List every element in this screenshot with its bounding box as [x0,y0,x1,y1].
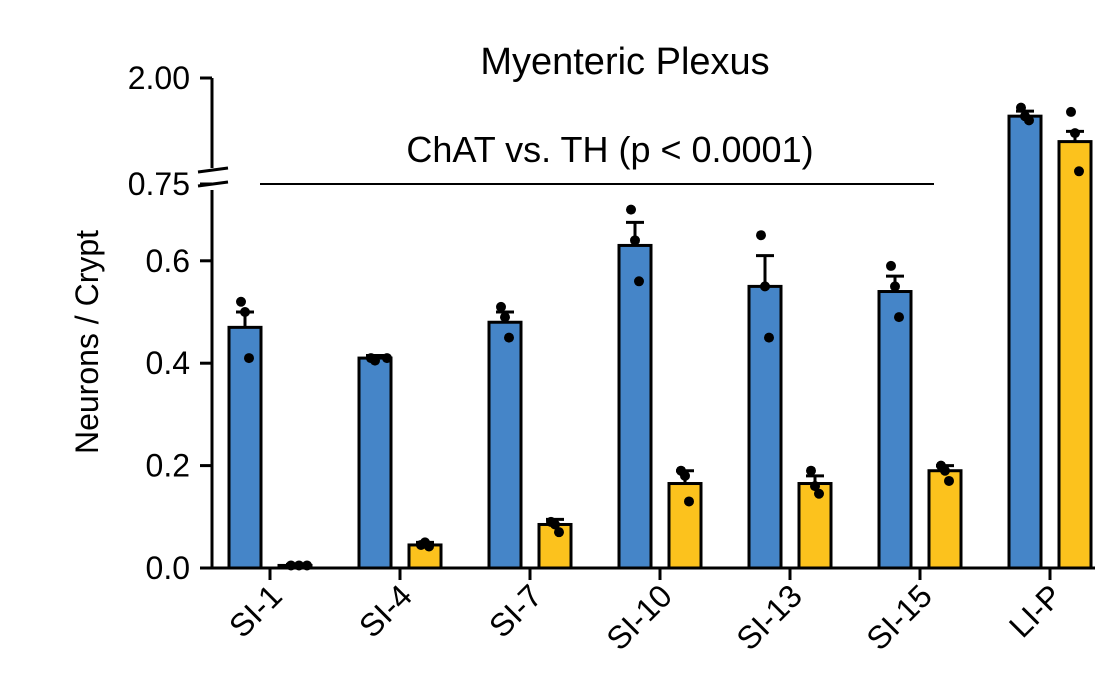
data-point [496,301,506,312]
data-point [680,470,690,481]
chart-marks: 0.0 0.2 0.4 0.6 0.75 2.00 SI-1 SI-4 SI-7 SI-10 SI-… [128,60,1095,657]
bar-chat [227,325,263,570]
data-point [500,312,510,323]
data-point [760,281,770,292]
y-tick-label: 0.0 [146,550,190,586]
data-point [554,527,564,538]
bar-chat [1007,114,1043,570]
y-tick-label: 0.4 [146,345,190,381]
data-point [940,465,950,476]
data-point [370,355,380,366]
bar-chat [877,290,913,570]
x-tick-label: LI-P [1002,577,1069,644]
y-tick-label: 0.6 [146,243,190,279]
data-point [630,235,640,246]
data-point [1024,115,1034,126]
data-point [684,496,694,507]
data-point [1016,102,1026,113]
data-point [634,276,644,287]
x-tick-label: SI-10 [599,577,679,657]
data-point [302,560,312,571]
data-point [294,560,304,571]
bar-chat [747,284,783,570]
data-point [810,481,820,492]
axis-break-mark [197,166,229,174]
chart-title: Myenteric Plexus [480,41,769,83]
data-point [244,353,254,364]
y-axis-label: Neurons / Crypt [69,230,105,454]
data-point [1074,166,1084,177]
data-point [424,541,434,552]
bar-chat [487,320,523,570]
annotation-text: ChAT vs. TH (p < 0.0001) [406,129,813,170]
y-tick-label: 0.75 [128,166,190,202]
data-point [286,560,296,571]
data-point [504,332,514,343]
data-point [382,353,392,364]
x-tick-label: SI-15 [859,577,939,657]
data-point [756,230,766,241]
data-point [806,465,816,476]
data-point [764,332,774,343]
data-point [894,312,904,323]
x-tick-label: SI-4 [352,577,419,644]
bar-chat [357,356,393,570]
data-point [886,260,896,271]
y-tick-label: 0.2 [146,448,190,484]
x-tick-label: SI-1 [222,577,289,644]
x-tick-label: SI-13 [729,577,809,657]
bar-th [927,469,963,570]
data-point [550,519,560,530]
data-point [890,281,900,292]
bar-chat [617,243,653,570]
x-tick-label: SI-7 [482,577,549,644]
bar-th [667,482,703,570]
data-point [814,488,824,499]
data-point [1070,128,1080,139]
data-point [944,475,954,486]
y-tick-label: 2.00 [128,60,190,96]
bar-th [1057,140,1093,570]
data-point [1066,106,1076,117]
data-point [236,296,246,307]
data-point [626,204,636,215]
data-point [240,307,250,317]
